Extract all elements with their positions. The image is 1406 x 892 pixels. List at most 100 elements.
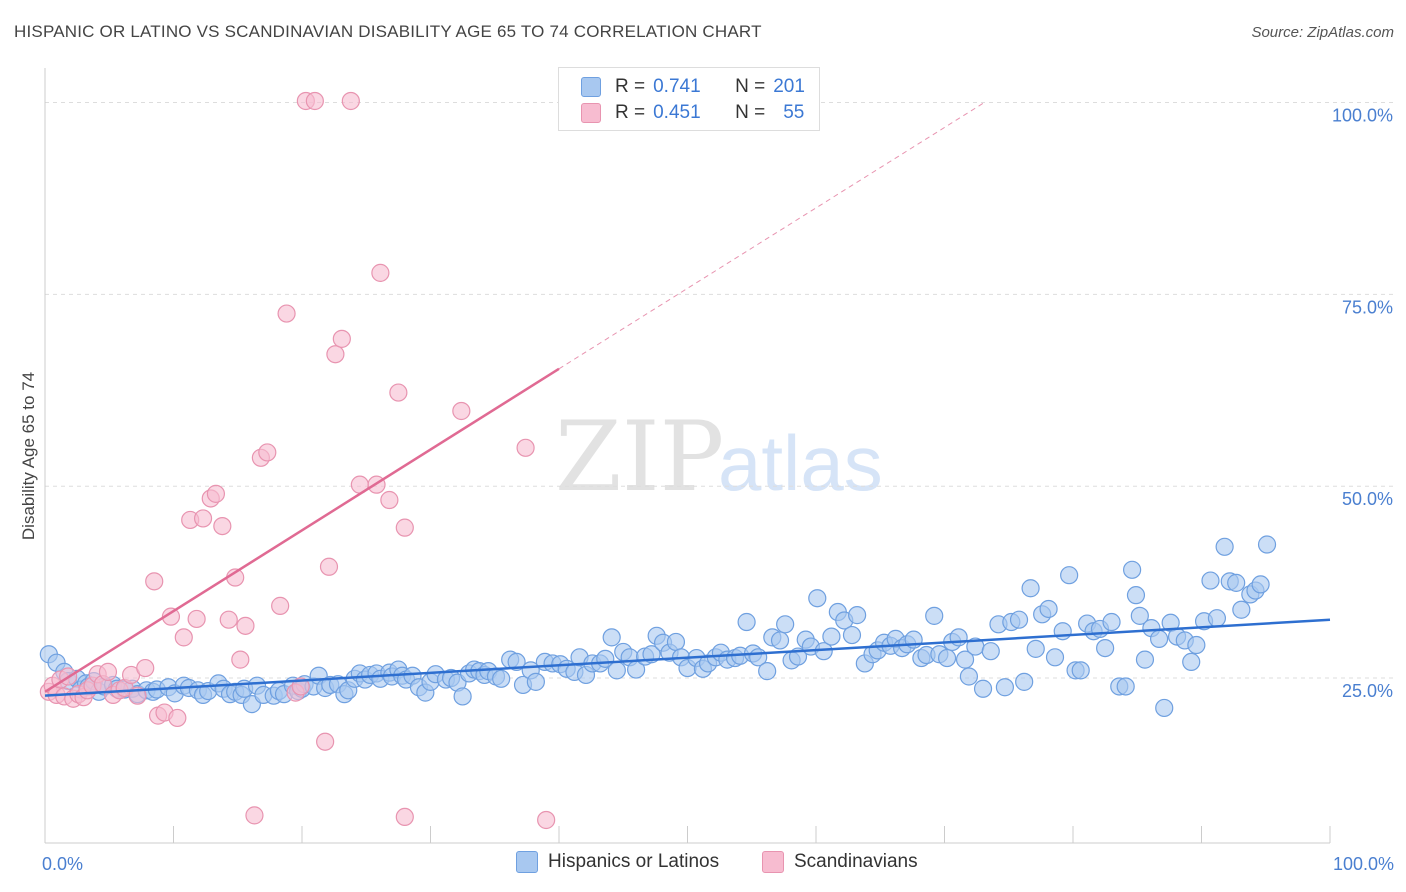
point-scandinavian — [258, 443, 277, 462]
point-hispanic — [1009, 610, 1029, 629]
point-hispanic — [995, 678, 1014, 697]
bottom-legend-label: Hispanics or Latinos — [548, 851, 720, 872]
legend-n-label: N = — [735, 76, 766, 97]
point-hispanic — [1135, 650, 1155, 669]
point-hispanic — [1232, 600, 1251, 619]
point-hispanic — [1201, 571, 1220, 590]
point-hispanic — [1130, 606, 1149, 625]
point-hispanic — [1096, 638, 1115, 658]
x-tick-label: 0.0% — [42, 854, 83, 874]
point-scandinavian — [291, 677, 310, 696]
legend-row-scandinavians: R = 0.451 N = 55 — [581, 101, 804, 125]
point-hispanic — [1039, 599, 1058, 619]
legend-n-label: N = — [735, 102, 766, 123]
point-hispanic — [1187, 635, 1206, 655]
trend-line-hispanics — [44, 618, 1331, 697]
trend-line-scandinavians — [44, 367, 560, 693]
point-hispanic — [758, 662, 777, 681]
y-axis-label: Disability Age 65 to 74 — [19, 372, 38, 540]
point-hispanic — [1126, 586, 1146, 605]
point-scandinavian — [305, 91, 324, 111]
point-hispanic — [1182, 652, 1201, 672]
tick-labels: 25.0% 50.0% 75.0% 100.0% 0.0% 100.0% — [42, 106, 1394, 874]
point-scandinavian — [326, 345, 345, 364]
source-label: Source: ZipAtlas.com — [1251, 24, 1394, 41]
y-tick-label: 75.0% — [1342, 297, 1393, 317]
point-hispanic — [1155, 698, 1174, 718]
bottom-legend-hispanics: Hispanics or Latinos — [516, 851, 719, 873]
point-hispanic — [737, 612, 756, 632]
point-hispanic — [1102, 612, 1121, 632]
point-hispanic — [842, 625, 862, 645]
point-hispanic — [822, 627, 841, 646]
point-scandinavian — [136, 658, 155, 678]
point-scandinavian — [98, 662, 118, 681]
point-scandinavian — [341, 91, 360, 111]
x-tick-label: 100.0% — [1333, 854, 1394, 874]
bottom-legend-swatch-pink — [762, 851, 784, 873]
point-hispanic — [1060, 566, 1079, 585]
point-hispanic — [666, 632, 686, 652]
point-hispanic — [1123, 560, 1142, 579]
gridlines — [45, 102, 1393, 679]
point-hispanic — [1227, 573, 1246, 592]
point-hispanic — [1215, 537, 1234, 556]
watermark-atlas: atlas — [718, 419, 883, 507]
point-hispanic — [981, 642, 1000, 661]
point-hispanic — [492, 669, 511, 688]
point-hispanic — [925, 606, 944, 625]
axes — [44, 68, 1331, 844]
point-hispanic — [1026, 639, 1045, 658]
point-scandinavian — [245, 806, 264, 825]
point-scandinavian — [168, 708, 187, 728]
y-tick-label: 50.0% — [1342, 489, 1393, 509]
point-hispanic — [1149, 629, 1169, 648]
point-hispanic — [526, 672, 545, 691]
bottom-legend-swatch-blue — [516, 851, 538, 873]
point-scandinavian — [332, 329, 351, 348]
point-hispanic — [959, 667, 979, 686]
point-scandinavian — [371, 263, 390, 282]
point-scandinavian — [187, 609, 206, 629]
point-scandinavian — [316, 732, 335, 751]
point-hispanic — [1116, 677, 1135, 696]
point-hispanic — [1021, 579, 1040, 598]
point-hispanic — [1053, 622, 1072, 641]
watermark-zip: ZIP — [555, 401, 724, 513]
legend-n-value: 201 — [773, 76, 805, 97]
point-hispanic — [1015, 672, 1034, 691]
point-hispanic — [602, 628, 621, 647]
trend-line-scandinavians-extension — [558, 102, 985, 370]
point-hispanic — [937, 648, 957, 668]
point-scandinavian — [516, 438, 535, 457]
point-hispanic — [453, 687, 472, 706]
correlation-legend: R = 0.741 N = 201 R = 0.451 N = 55 — [558, 67, 820, 131]
legend-r-value: 0.451 — [653, 102, 701, 123]
point-scandinavian — [319, 557, 339, 576]
point-hispanic — [1257, 535, 1277, 554]
point-hispanic — [1251, 575, 1270, 594]
legend-r-value: 0.741 — [653, 76, 701, 97]
legend-swatch-blue — [581, 77, 601, 97]
point-hispanic — [1045, 648, 1065, 667]
point-scandinavian — [219, 610, 238, 629]
point-hispanic — [949, 628, 968, 647]
point-hispanic — [808, 589, 827, 608]
legend-r-label: R = — [615, 76, 646, 97]
point-scandinavian — [206, 484, 226, 503]
point-scandinavian — [231, 650, 250, 669]
point-scandinavian — [174, 628, 193, 647]
point-scandinavian — [277, 304, 296, 323]
point-hispanic — [955, 650, 975, 669]
chart-title: HISPANIC OR LATINO VS SCANDINAVIAN DISAB… — [14, 22, 762, 41]
point-scandinavian — [236, 616, 255, 635]
point-hispanic — [770, 631, 790, 650]
point-scandinavian — [395, 807, 414, 827]
point-hispanic — [1071, 661, 1090, 680]
legend-r-label: R = — [615, 102, 646, 123]
point-hispanic — [973, 679, 993, 698]
legend-swatch-pink — [581, 103, 601, 123]
point-hispanic — [1207, 609, 1227, 628]
legend-row-hispanics: R = 0.741 N = 201 — [581, 75, 805, 99]
point-scandinavian — [452, 401, 471, 421]
